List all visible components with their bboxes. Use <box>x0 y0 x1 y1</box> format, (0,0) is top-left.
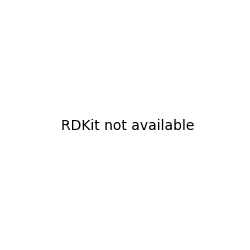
Text: RDKit not available: RDKit not available <box>62 119 195 133</box>
